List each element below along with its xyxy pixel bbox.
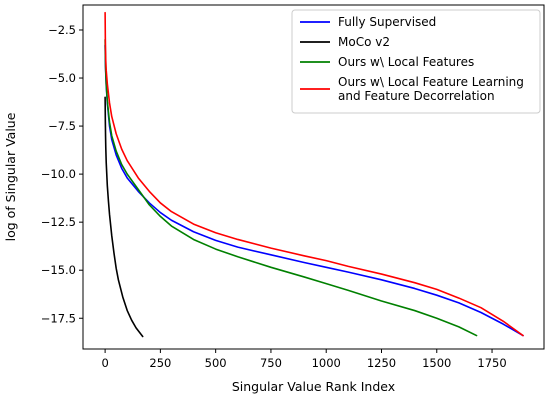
x-tick-label: 250	[149, 356, 171, 370]
legend: Fully Supervised MoCo v2 Ours w\ Local Fea…	[292, 10, 540, 113]
legend-label-3: and Feature Decorrelation	[338, 89, 495, 103]
legend-label-1: MoCo v2	[338, 35, 390, 49]
legend-label-3: Ours w\ Local Feature Learning	[338, 75, 524, 89]
x-axis-ticks: 0 250 500 750 1000 1250 1500 1750	[101, 349, 506, 370]
x-tick-label: 1500	[422, 356, 451, 370]
legend-label-2: Ours w\ Local Features	[338, 55, 474, 69]
x-tick-label: 1000	[312, 356, 341, 370]
y-tick-label: −7.5	[48, 119, 76, 133]
y-axis-ticks: −17.5 −15.0 −12.5 −10.0 −7.5 −5.0 −2.5	[41, 23, 83, 325]
y-tick-label: −17.5	[41, 311, 76, 325]
x-tick-label: 500	[205, 356, 227, 370]
y-tick-label: −10.0	[41, 167, 76, 181]
y-tick-label: −12.5	[41, 215, 76, 229]
legend-label-0: Fully Supervised	[338, 15, 436, 29]
x-tick-label: 750	[260, 356, 282, 370]
x-axis-title: Singular Value Rank Index	[232, 379, 395, 394]
y-tick-label: −15.0	[41, 263, 76, 277]
x-tick-label: 1250	[367, 356, 396, 370]
x-tick-label: 0	[101, 356, 108, 370]
y-tick-label: −2.5	[48, 23, 76, 37]
y-axis-title: log of Singular Value	[3, 112, 18, 241]
x-tick-label: 1750	[477, 356, 506, 370]
y-tick-label: −5.0	[48, 71, 76, 85]
